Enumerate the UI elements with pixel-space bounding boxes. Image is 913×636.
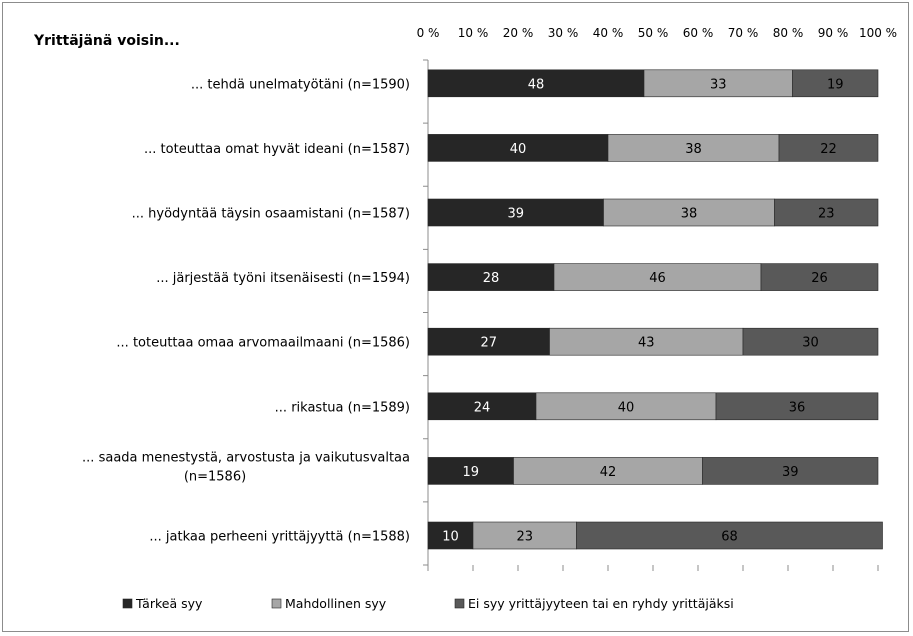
data-label: 30 — [802, 336, 819, 351]
x-tick-label: 10 % — [458, 26, 489, 40]
bar-segment — [427, 521, 474, 550]
x-tick-label: 60 % — [683, 26, 714, 40]
data-label: 43 — [638, 336, 655, 351]
bar-segment — [427, 392, 537, 421]
category-label: ... toteuttaa omat hyvät ideani (n=1587) — [144, 142, 410, 157]
bar-segment — [513, 457, 703, 485]
data-label: 40 — [618, 400, 635, 415]
data-label: 28 — [483, 271, 500, 286]
bar-segment — [715, 392, 879, 421]
x-tick-label: 80 % — [773, 26, 804, 40]
category-label: ... saada menestystä, arvostusta ja vaik… — [82, 450, 410, 465]
x-tick-label: 90 % — [818, 26, 849, 40]
bar-segment — [427, 134, 609, 162]
data-label: 39 — [782, 465, 799, 480]
data-label: 48 — [528, 77, 545, 92]
bar-segment — [427, 327, 550, 356]
bar-segment — [643, 69, 793, 98]
legend-swatch — [271, 598, 282, 609]
category-label: ... jatkaa perheeni yrittäjyyttä (n=1588… — [149, 530, 410, 545]
data-label: 22 — [820, 142, 837, 157]
x-tick-label: 50 % — [638, 26, 669, 40]
bar-segment — [774, 198, 879, 227]
bar-segment — [535, 392, 717, 421]
data-label: 33 — [710, 77, 727, 92]
x-tick-label: 70 % — [728, 26, 759, 40]
data-label: 38 — [681, 207, 698, 222]
x-tick-label: 20 % — [503, 26, 534, 40]
bar-segment — [549, 327, 744, 356]
legend-swatch — [454, 598, 465, 609]
legend-label: Tärkeä syy — [135, 596, 203, 611]
data-label: 26 — [811, 271, 828, 286]
legend-label: Ei syy yrittäjyyteen tai en ryhdy yrittä… — [468, 596, 734, 611]
bar-segment — [427, 198, 604, 227]
bar-segment — [427, 457, 514, 485]
x-tick-label: 30 % — [548, 26, 579, 40]
data-label: 42 — [600, 465, 617, 480]
axis-layer: 0 % 10 % 20 % 30 % 40 % 50 % 60 % 70 % 80 % 90 % 1… — [417, 26, 897, 571]
x-tick-label: 0 % — [417, 26, 440, 40]
data-label: 23 — [516, 530, 533, 545]
data-label: 46 — [649, 271, 666, 286]
bar-segment — [778, 134, 879, 162]
bar-segment — [603, 198, 775, 227]
data-label: 40 — [510, 142, 527, 157]
bar-segment — [553, 263, 762, 291]
x-tick-label: 100 % — [859, 26, 897, 40]
bar-segment — [576, 521, 883, 550]
category-label: (n=1586) — [184, 469, 246, 484]
data-label: 68 — [721, 530, 738, 545]
bar-segment — [607, 134, 780, 162]
bar-segment — [742, 327, 879, 356]
category-label: ... tehdä unelmatyötäni (n=1590) — [191, 77, 410, 92]
bar-segment — [472, 521, 577, 550]
chart-title: Yrittäjänä voisin... — [33, 33, 180, 49]
bar-segment — [427, 263, 555, 291]
data-label: 36 — [789, 400, 806, 415]
data-label: 23 — [818, 207, 835, 222]
category-label: ... hyödyntää täysin osaamistani (n=1587… — [132, 207, 410, 222]
bar-segment — [702, 457, 879, 485]
data-label: 24 — [474, 400, 491, 415]
legend: Tärkeä syy Mahdollinen syy Ei syy yrittäjy… — [122, 596, 734, 611]
data-label: 19 — [462, 465, 479, 480]
data-label: 19 — [827, 77, 844, 92]
category-label: ... rikastua (n=1589) — [275, 400, 410, 415]
x-tick-label: 40 % — [593, 26, 624, 40]
bar-segment — [792, 69, 879, 98]
data-label: 39 — [507, 207, 524, 222]
legend-label: Mahdollinen syy — [285, 596, 387, 611]
category-label: ... toteuttaa omaa arvomaailmaani (n=158… — [116, 336, 410, 351]
category-labels: ... tehdä unelmatyötäni (n=1590) ... tote… — [82, 77, 410, 544]
data-label: 10 — [442, 530, 459, 545]
bars-layer: 48 33 19 40 38 22 39 38 23 28 46 26 27 43 30 24 40 36 19 42… — [427, 69, 883, 550]
legend-swatch — [122, 598, 133, 609]
bar-segment — [760, 263, 879, 291]
data-label: 38 — [685, 142, 702, 157]
data-label: 27 — [480, 336, 497, 351]
category-label: ... järjestää työni itsenäisesti (n=1594… — [156, 271, 410, 286]
